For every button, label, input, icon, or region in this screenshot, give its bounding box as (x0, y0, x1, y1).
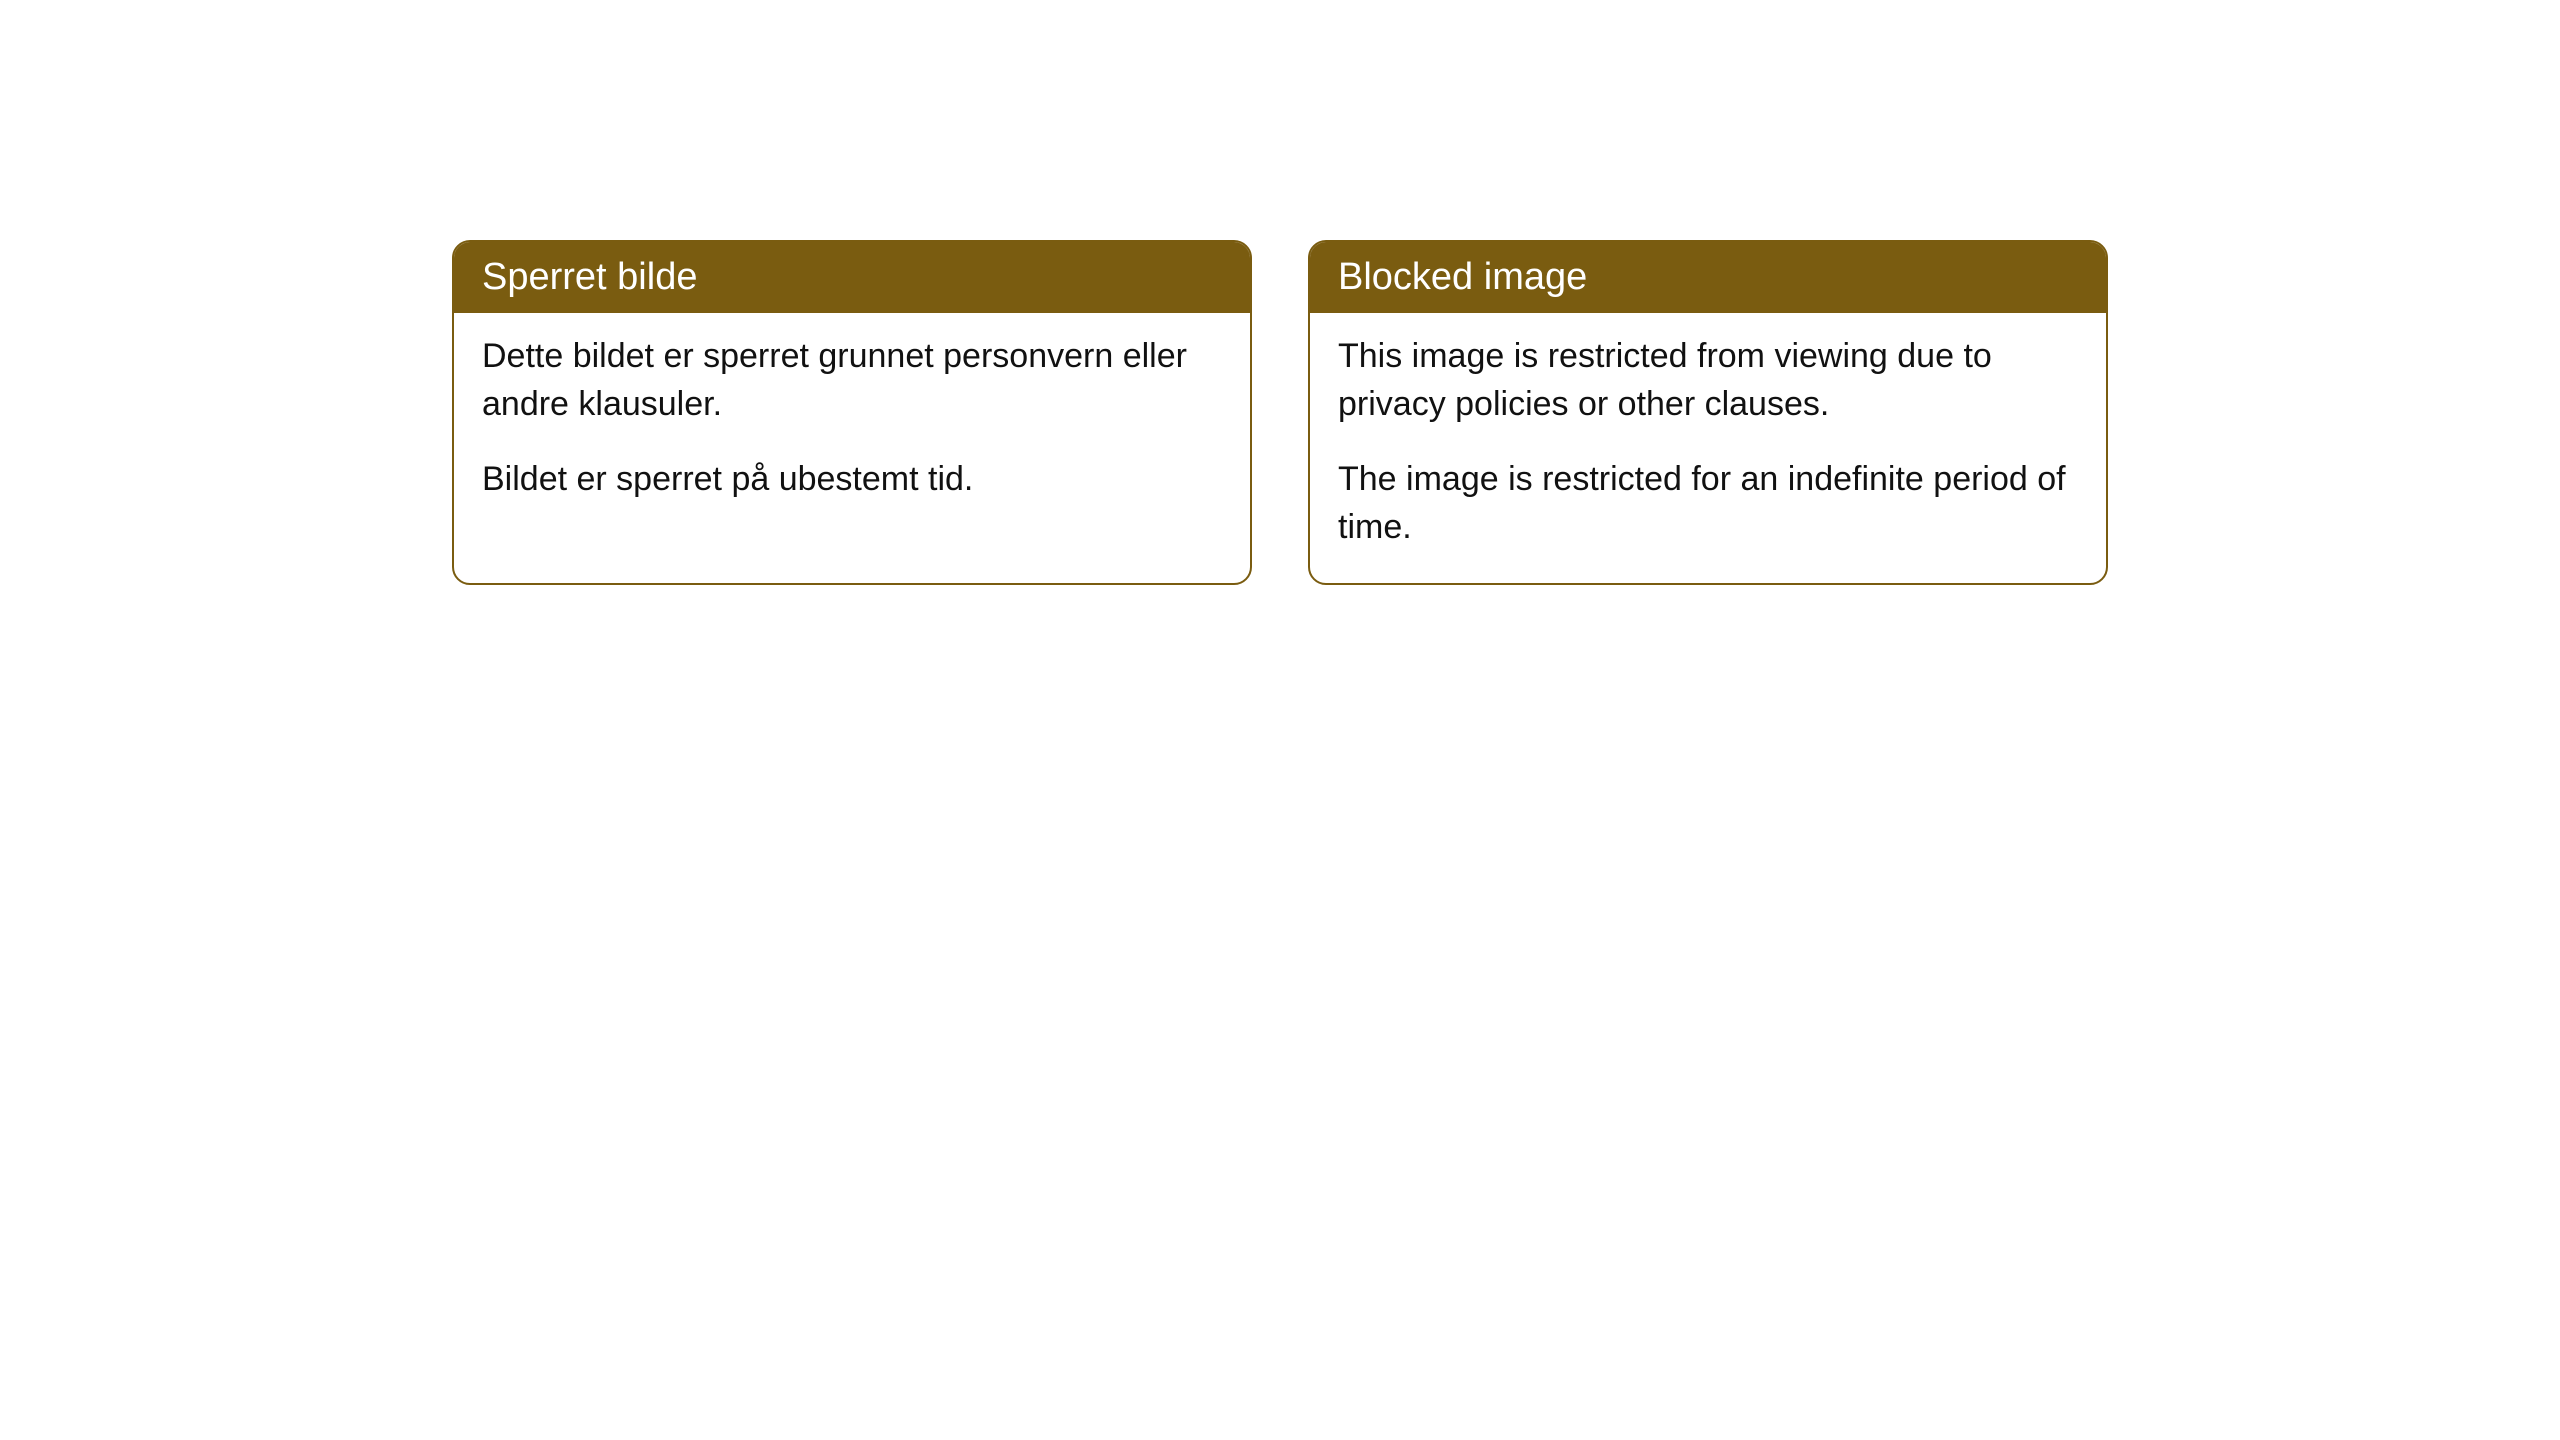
cards-container: Sperret bilde Dette bildet er sperret gr… (452, 240, 2108, 585)
card-norwegian: Sperret bilde Dette bildet er sperret gr… (452, 240, 1252, 585)
card-title-norwegian: Sperret bilde (454, 242, 1250, 313)
card-paragraph-1-norwegian: Dette bildet er sperret grunnet personve… (482, 333, 1222, 428)
card-body-norwegian: Dette bildet er sperret grunnet personve… (454, 313, 1250, 536)
card-paragraph-1-english: This image is restricted from viewing du… (1338, 333, 2078, 428)
card-english: Blocked image This image is restricted f… (1308, 240, 2108, 585)
card-title-english: Blocked image (1310, 242, 2106, 313)
card-paragraph-2-english: The image is restricted for an indefinit… (1338, 456, 2078, 551)
card-paragraph-2-norwegian: Bildet er sperret på ubestemt tid. (482, 456, 1222, 504)
card-body-english: This image is restricted from viewing du… (1310, 313, 2106, 583)
